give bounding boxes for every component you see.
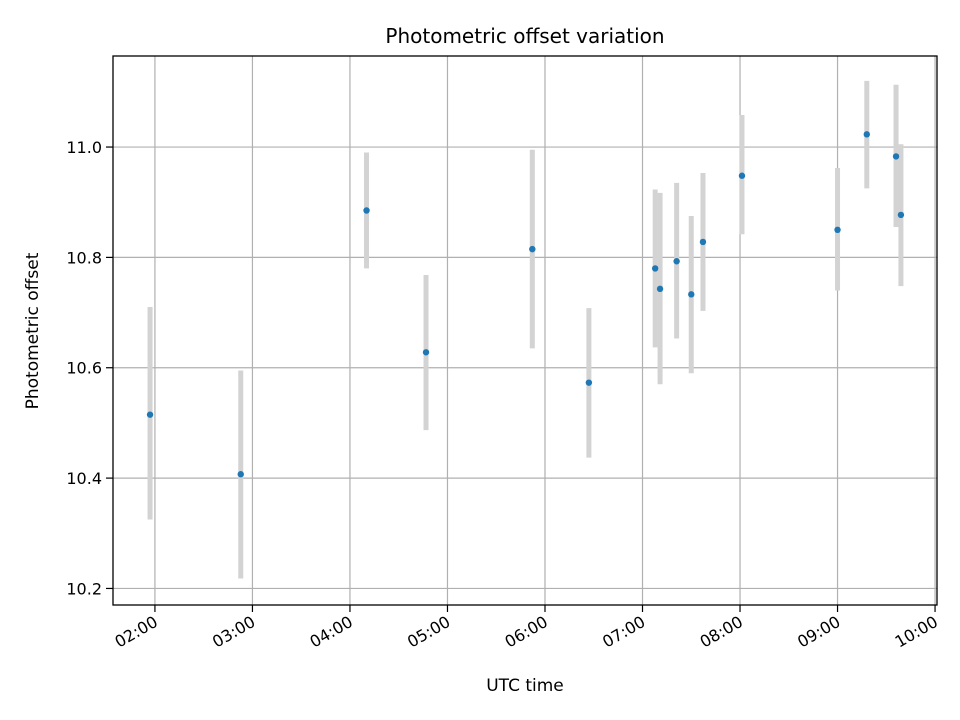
data-point-1 <box>237 471 244 478</box>
chart-title: Photometric offset variation <box>385 24 664 48</box>
y-axis-ticks: 10.2 10.4 10.6 10.8 11.0 <box>66 138 113 598</box>
data-point-7 <box>656 285 664 293</box>
data-point-0 <box>146 411 154 418</box>
data-point-6 <box>651 265 659 272</box>
data-point-15 <box>897 211 905 219</box>
y-tick-label-1: 10.4 <box>66 469 102 488</box>
data-point-14 <box>892 153 900 160</box>
y-tick-label-2: 10.6 <box>66 359 102 378</box>
data-point-5 <box>585 379 593 386</box>
data-points <box>146 131 905 478</box>
data-point-3 <box>422 349 430 356</box>
data-point-12 <box>834 226 841 234</box>
data-point-2 <box>363 207 370 214</box>
data-point-10 <box>699 238 707 246</box>
y-tick-label-3: 10.8 <box>66 248 102 267</box>
grid <box>113 56 937 605</box>
plot-frame <box>112 55 938 606</box>
data-point-4 <box>529 245 536 253</box>
y-tick-label-4: 11.0 <box>66 138 102 157</box>
y-axis-label: Photometric offset <box>23 252 43 409</box>
data-point-13 <box>863 131 870 138</box>
data-point-11 <box>738 172 746 179</box>
y-tick-label-0: 10.2 <box>66 579 102 598</box>
data-point-9 <box>688 291 695 298</box>
x-axis-label: UTC time <box>486 676 564 696</box>
data-point-8 <box>673 258 680 265</box>
